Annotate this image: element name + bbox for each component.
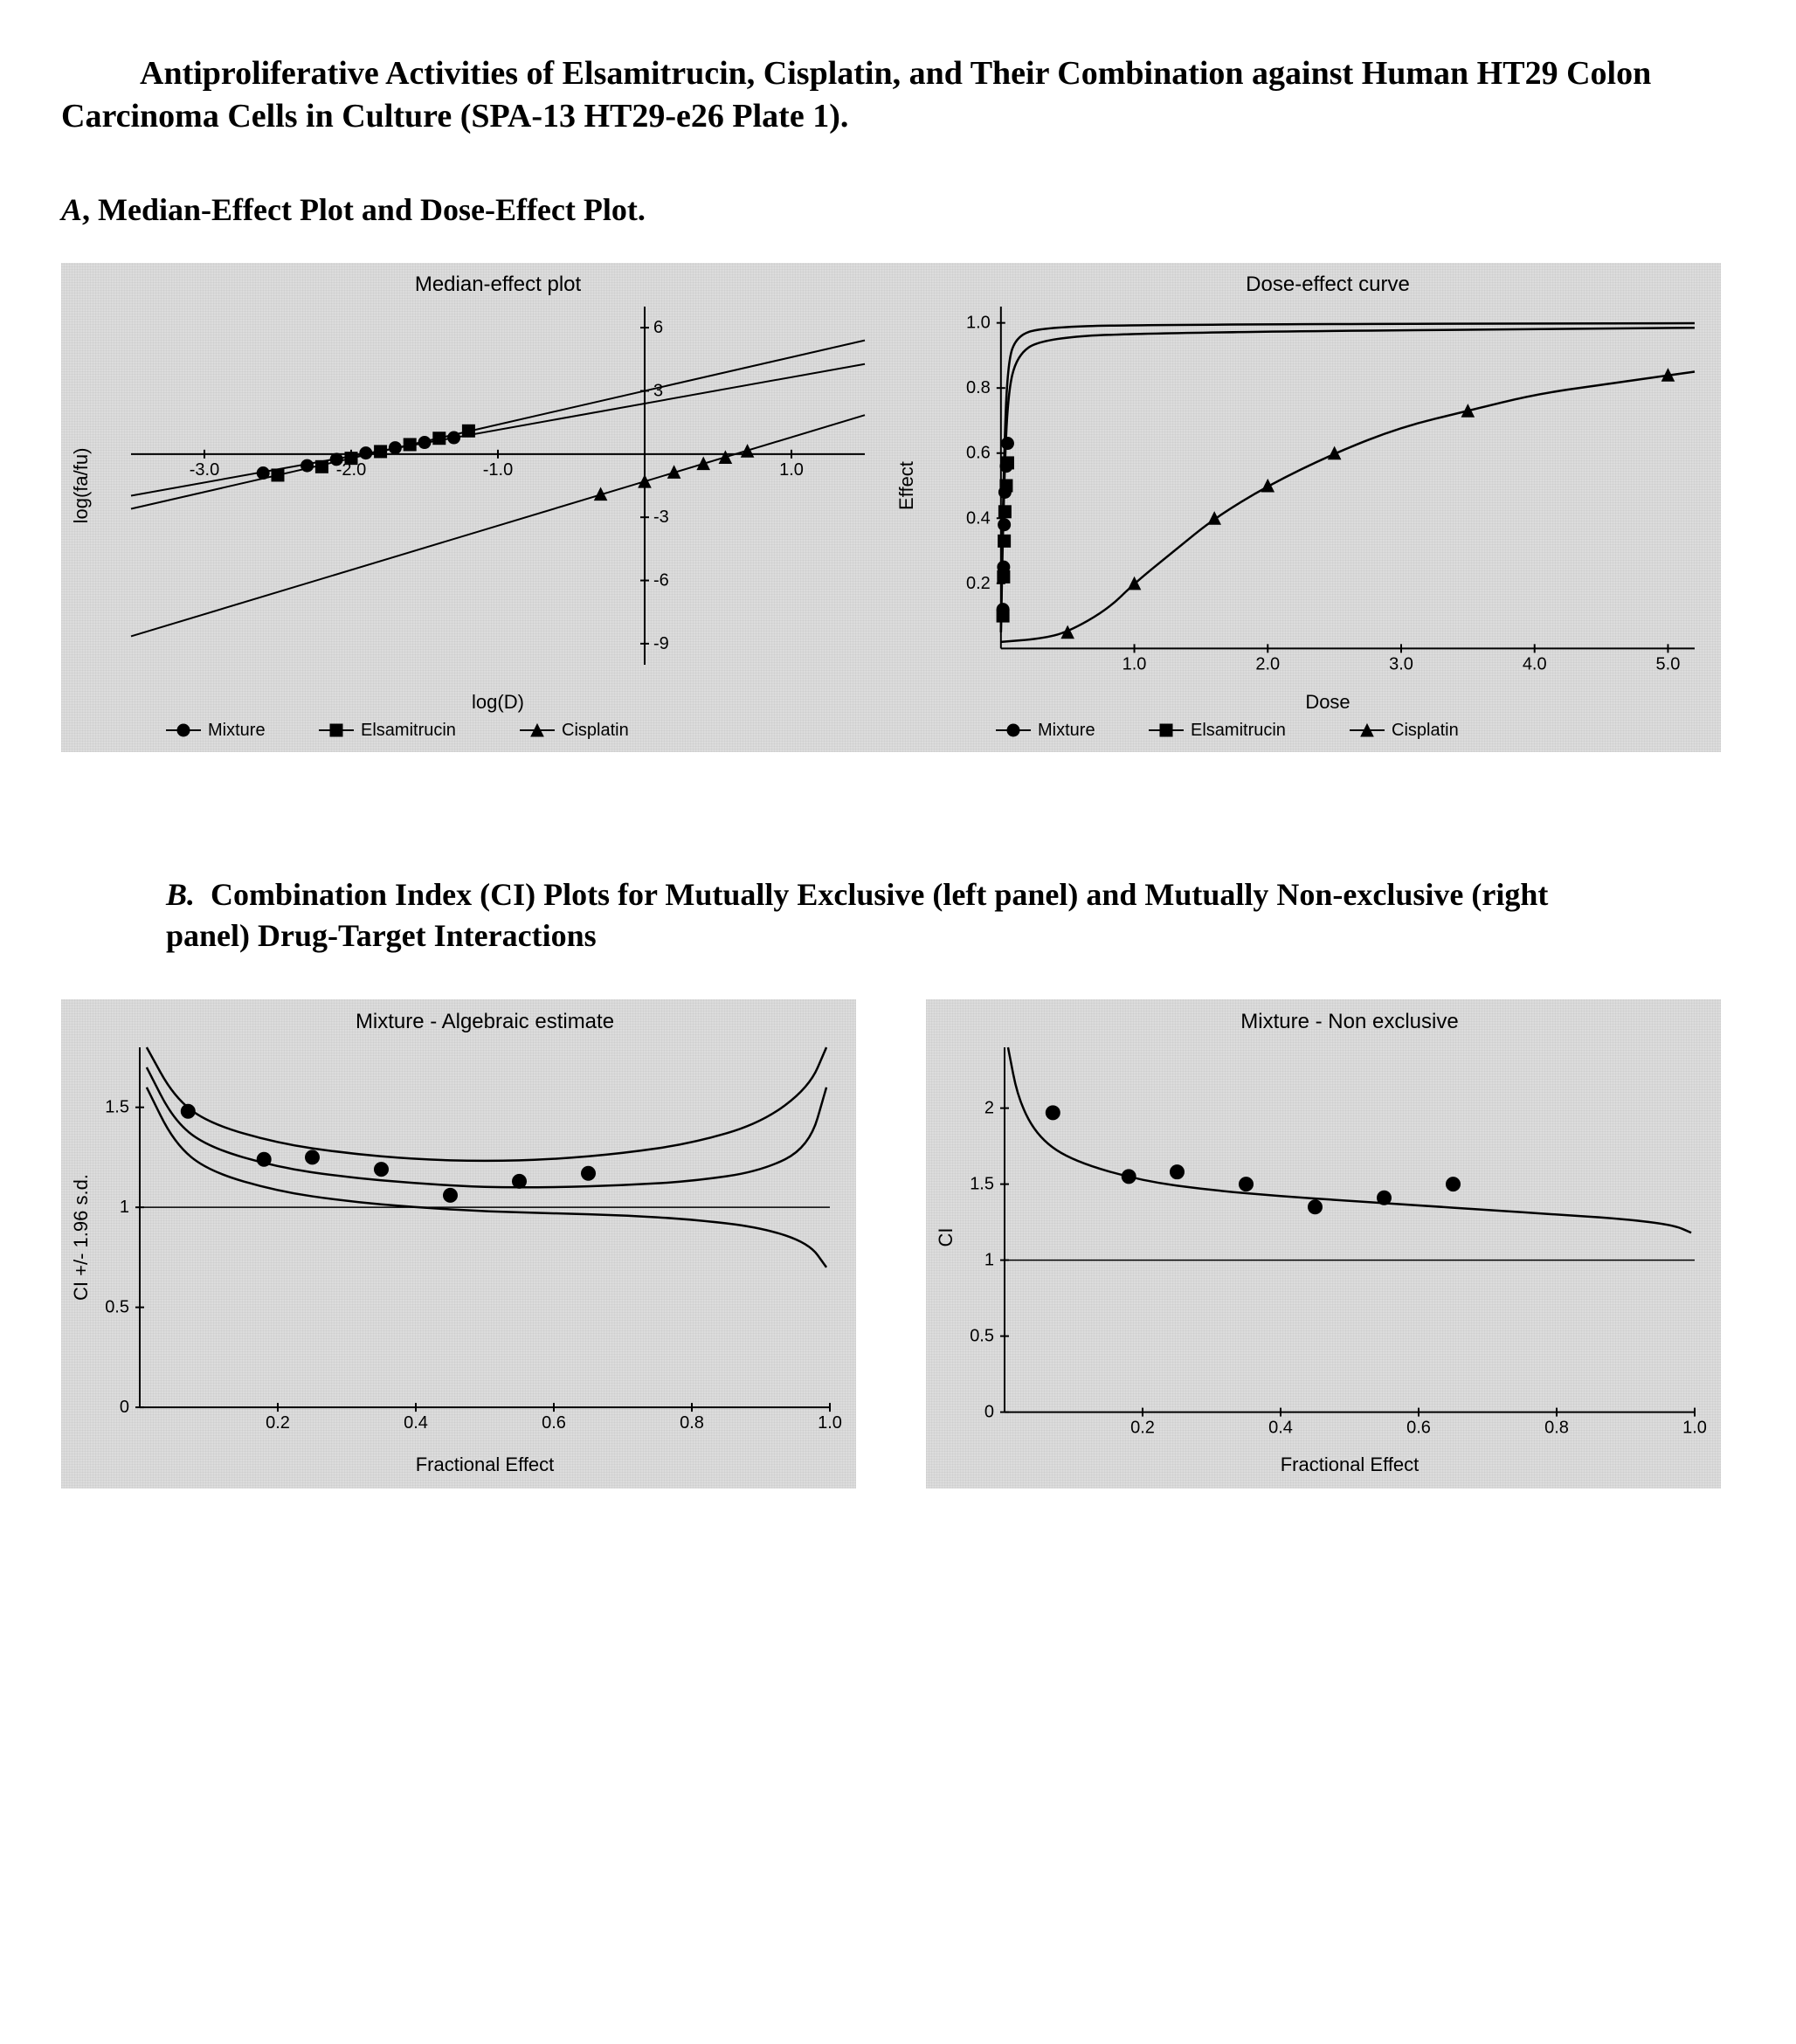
svg-text:1: 1 <box>120 1198 129 1218</box>
svg-text:-3: -3 <box>653 508 669 527</box>
svg-text:0.2: 0.2 <box>966 574 991 593</box>
svg-text:0.6: 0.6 <box>542 1413 566 1433</box>
svg-text:3.0: 3.0 <box>1389 654 1413 673</box>
svg-text:1.5: 1.5 <box>105 1098 129 1117</box>
median-effect-plot: Median-effect plot-3.0-2.0-1.01.0-9-6-33… <box>70 273 865 713</box>
svg-text:-6: -6 <box>653 570 669 590</box>
svg-text:0.4: 0.4 <box>966 508 991 528</box>
svg-text:Mixture: Mixture <box>1038 721 1095 740</box>
svg-text:0.8: 0.8 <box>1544 1419 1569 1438</box>
svg-text:Mixture - Non exclusive: Mixture - Non exclusive <box>1240 1010 1458 1033</box>
section-a-text: , Median-Effect Plot and Dose-Effect Plo… <box>82 192 646 227</box>
svg-text:Dose: Dose <box>1305 691 1350 713</box>
svg-text:1.0: 1.0 <box>818 1413 842 1433</box>
svg-text:0.2: 0.2 <box>266 1413 290 1433</box>
svg-text:0.4: 0.4 <box>1268 1419 1293 1438</box>
panel-a-svg: Median-effect plot-3.0-2.0-1.01.0-9-6-33… <box>61 263 1721 752</box>
svg-text:Cisplatin: Cisplatin <box>562 721 629 740</box>
legend: Mixture Elsamitrucin Cisplatin <box>996 721 1459 740</box>
section-b-heading: B. Combination Index (CI) Plots for Mutu… <box>166 874 1564 956</box>
section-a-heading: A, Median-Effect Plot and Dose-Effect Pl… <box>61 191 1735 228</box>
svg-text:0.8: 0.8 <box>966 378 991 397</box>
svg-text:log(D): log(D) <box>472 691 524 713</box>
svg-text:1.0: 1.0 <box>779 460 804 480</box>
panel-b-right: Mixture - Non exclusive 0.2 0.4 0.6 0.8 1.0 0 0… <box>926 999 1721 1488</box>
panel-b-row: Mixture - Algebraic estimate 0.2 0.4 0.6 0.8… <box>61 999 1735 1488</box>
legend: Mixture Elsamitrucin Cisplatin <box>166 721 629 740</box>
svg-text:Mixture - Algebraic estimate: Mixture - Algebraic estimate <box>356 1010 614 1033</box>
svg-text:-9: -9 <box>653 634 669 653</box>
dose-effect-plot: Dose-effect curve 1.0 2.0 3.0 4.0 5.0 0.2 0.4 0.… <box>895 273 1695 713</box>
svg-text:3: 3 <box>653 381 663 400</box>
svg-text:0.5: 0.5 <box>105 1298 129 1317</box>
svg-text:Median-effect plot: Median-effect plot <box>415 273 582 296</box>
svg-text:Fractional Effect: Fractional Effect <box>1281 1454 1420 1475</box>
panel-a-row: Median-effect plot-3.0-2.0-1.01.0-9-6-33… <box>61 263 1735 752</box>
svg-text:6: 6 <box>653 318 663 337</box>
svg-text:0.6: 0.6 <box>1406 1419 1431 1438</box>
svg-text:2: 2 <box>984 1099 994 1118</box>
page-title: Antiproliferative Activities of Elsamitr… <box>61 52 1735 139</box>
ci-nonexclusive-plot: Mixture - Non exclusive 0.2 0.4 0.6 0.8 1.0 0 0… <box>926 999 1721 1488</box>
svg-text:0: 0 <box>120 1398 129 1417</box>
svg-text:0.4: 0.4 <box>404 1413 428 1433</box>
svg-text:0.8: 0.8 <box>680 1413 704 1433</box>
section-a-letter: A <box>61 192 82 227</box>
svg-text:Fractional Effect: Fractional Effect <box>416 1454 555 1475</box>
svg-text:1.0: 1.0 <box>966 313 991 332</box>
section-b-letter: B. <box>166 877 195 912</box>
svg-text:5.0: 5.0 <box>1656 654 1681 673</box>
svg-text:1.0: 1.0 <box>1122 654 1147 673</box>
svg-text:1.0: 1.0 <box>1682 1419 1707 1438</box>
svg-text:0: 0 <box>984 1403 994 1422</box>
svg-text:CI +/- 1.96 s.d.: CI +/- 1.96 s.d. <box>70 1174 92 1301</box>
svg-text:1.5: 1.5 <box>970 1175 994 1194</box>
svg-text:-3.0: -3.0 <box>190 460 219 480</box>
svg-text:Elsamitrucin: Elsamitrucin <box>361 721 456 740</box>
panel-b-left: Mixture - Algebraic estimate 0.2 0.4 0.6 0.8… <box>61 999 856 1488</box>
svg-text:CI: CI <box>935 1228 957 1247</box>
svg-text:Effect: Effect <box>895 461 917 510</box>
panel-a: Median-effect plot-3.0-2.0-1.01.0-9-6-33… <box>61 263 1721 752</box>
svg-text:-1.0: -1.0 <box>483 460 513 480</box>
svg-text:0.5: 0.5 <box>970 1327 994 1346</box>
svg-text:Mixture: Mixture <box>208 721 266 740</box>
svg-text:0.6: 0.6 <box>966 444 991 463</box>
svg-text:4.0: 4.0 <box>1523 654 1547 673</box>
svg-text:log(fa/fu): log(fa/fu) <box>70 447 92 523</box>
svg-text:Dose-effect curve: Dose-effect curve <box>1246 273 1410 296</box>
svg-text:0.2: 0.2 <box>1130 1419 1155 1438</box>
svg-text:2.0: 2.0 <box>1255 654 1280 673</box>
section-b-text: Combination Index (CI) Plots for Mutuall… <box>166 877 1548 953</box>
ci-algebraic-plot: Mixture - Algebraic estimate 0.2 0.4 0.6 0.8… <box>61 999 856 1488</box>
svg-text:Elsamitrucin: Elsamitrucin <box>1191 721 1286 740</box>
svg-text:1: 1 <box>984 1251 994 1270</box>
svg-text:Cisplatin: Cisplatin <box>1392 721 1459 740</box>
